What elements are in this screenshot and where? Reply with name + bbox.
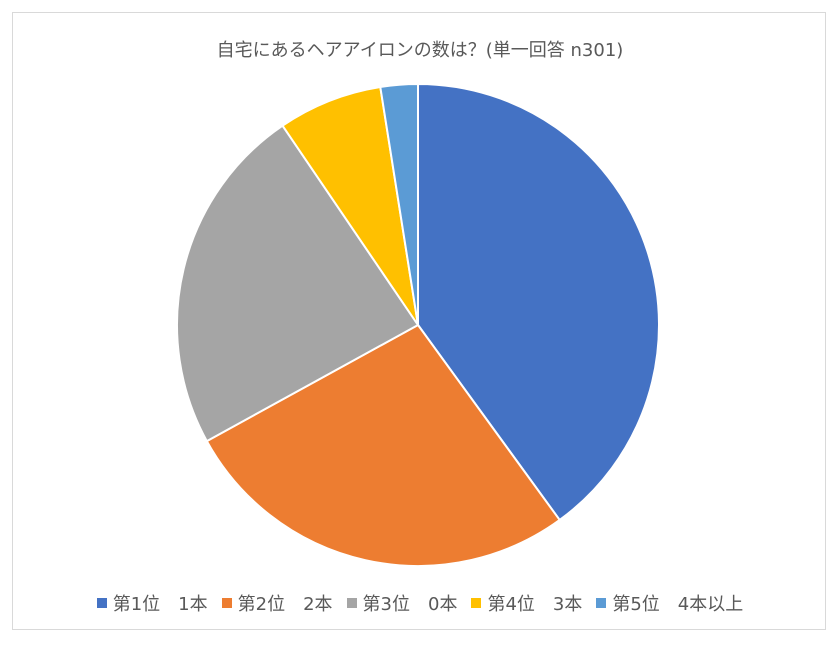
pie-slices [176, 82, 660, 567]
legend-swatch [221, 598, 232, 608]
legend-label: 第5位 4本以上 [612, 594, 744, 615]
legend-swatch [96, 598, 107, 608]
chart-title: 自宅にあるヘアアイロンの数は？(単一回答 n301) [216, 40, 624, 61]
legend-label: 第1位 1本 [112, 594, 208, 615]
legend-item-4: 第4位 3本 [471, 590, 582, 616]
legend-swatch [346, 598, 357, 608]
legend-item-3: 第3位 0本 [346, 590, 458, 616]
legend-label: 第4位 3本 [487, 594, 583, 615]
pie-slice-2 [205, 323, 562, 567]
legend-swatch [471, 598, 482, 608]
pie-slice-4 [281, 85, 419, 326]
legend-item-1: 第1位 1本 [96, 590, 208, 616]
legend-label: 第3位 0本 [362, 594, 458, 615]
legend-swatch [596, 598, 607, 608]
pie-slice-3 [176, 124, 420, 443]
legend-item-5: 第5位 4本以上 [596, 590, 743, 616]
legend-label: 第2位 2本 [237, 594, 333, 615]
pie-slice-5 [379, 82, 419, 326]
pie-slice-1 [417, 82, 660, 522]
legend: 第1位 1本 第2位 2本 第3位 0本 第4位 3本 第5位 4本以上 [0, 590, 840, 616]
legend-item-2: 第2位 2本 [221, 590, 333, 616]
